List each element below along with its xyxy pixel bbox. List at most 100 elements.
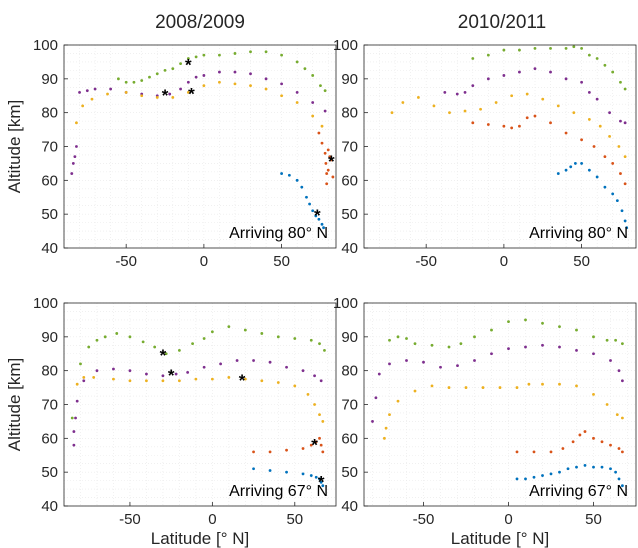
data-point-yellow	[390, 111, 394, 115]
data-point-purple	[93, 87, 97, 91]
data-point-blue	[295, 178, 299, 182]
data-point-yellow	[448, 111, 451, 115]
data-point-blue	[620, 209, 624, 213]
data-point-orange	[329, 158, 333, 162]
data-point-purple	[609, 359, 612, 362]
data-point-purple	[264, 77, 268, 81]
data-point-green	[318, 342, 321, 345]
data-point-blue	[583, 464, 587, 467]
data-point-green	[124, 80, 128, 84]
data-point-yellow	[194, 377, 198, 381]
data-point-purple	[319, 379, 323, 383]
data-point-orange	[326, 148, 330, 152]
data-point-purple	[374, 396, 378, 400]
data-point-green	[541, 321, 544, 325]
data-point-blue	[549, 472, 553, 476]
data-point-yellow	[276, 381, 280, 384]
data-point-yellow	[311, 114, 315, 118]
data-point-purple	[524, 345, 527, 349]
data-point-purple	[518, 70, 521, 74]
data-point-purple	[74, 416, 77, 420]
data-point-purple	[439, 365, 442, 369]
data-point-green	[621, 342, 624, 345]
data-point-yellow	[515, 386, 519, 389]
data-point-green	[163, 68, 167, 72]
data-point-green	[558, 325, 561, 329]
data-point-purple	[112, 367, 115, 371]
data-point-yellow	[75, 382, 79, 386]
data-point-green	[405, 337, 408, 340]
data-point-green	[619, 80, 622, 84]
data-point-orange	[619, 172, 622, 175]
data-point-green	[155, 72, 159, 76]
data-point-orange	[320, 141, 324, 145]
y-axis-label: Altitude [km]	[5, 100, 24, 194]
data-point-green	[295, 60, 299, 64]
data-point-orange	[486, 123, 490, 126]
data-point-green	[502, 48, 506, 52]
y-tick-label: 40	[341, 498, 358, 515]
data-point-purple	[280, 82, 283, 86]
data-point-purple	[174, 372, 178, 376]
data-point-green	[549, 46, 552, 50]
data-point-yellow	[128, 379, 132, 383]
data-point-yellow	[432, 104, 436, 108]
data-point-yellow	[92, 376, 96, 379]
data-point-blue	[625, 226, 629, 230]
data-point-green	[233, 52, 237, 55]
data-point-purple	[443, 90, 447, 94]
y-tick-label: 100	[33, 295, 58, 312]
data-point-green	[323, 89, 327, 93]
x-tick-label: 50	[273, 253, 290, 270]
data-point-yellow	[249, 84, 252, 87]
data-point-blue	[300, 185, 304, 189]
data-point-purple	[564, 77, 568, 81]
y-tick-label: 90	[341, 71, 358, 88]
data-point-purple	[471, 84, 475, 87]
data-point-orange	[301, 447, 305, 450]
data-point-orange	[617, 447, 621, 450]
data-point-purple	[109, 87, 113, 91]
y-tick-label: 90	[41, 329, 58, 346]
data-point-blue	[319, 480, 323, 484]
data-point-yellow	[510, 94, 514, 98]
data-point-blue	[308, 202, 311, 206]
data-point-purple	[617, 369, 621, 373]
data-point-yellow	[615, 413, 619, 417]
data-point-green	[148, 75, 151, 79]
data-point-orange	[549, 450, 553, 454]
y-tick-label: 100	[33, 37, 58, 54]
data-point-green	[115, 332, 119, 335]
data-point-green	[595, 57, 599, 60]
data-point-green	[592, 335, 595, 339]
y-tick-label: 50	[341, 206, 358, 223]
data-point-purple	[587, 90, 591, 94]
data-point-green	[611, 70, 615, 74]
data-point-orange	[328, 155, 332, 159]
data-point-yellow	[202, 84, 206, 87]
data-point-purple	[388, 362, 391, 366]
data-point-purple	[85, 89, 89, 93]
data-point-orange	[331, 175, 335, 179]
data-point-blue	[252, 467, 255, 471]
y-tick-label: 60	[41, 430, 58, 447]
data-point-orange	[525, 116, 529, 120]
asterisk-marker: *	[185, 56, 192, 75]
y-tick-label: 40	[41, 240, 58, 257]
y-tick-label: 40	[41, 498, 58, 515]
y-tick-label: 80	[41, 105, 58, 122]
data-point-green	[249, 50, 252, 54]
data-point-purple	[486, 77, 490, 81]
data-point-purple	[619, 119, 622, 123]
data-point-purple	[75, 145, 78, 148]
data-point-blue	[317, 217, 321, 221]
data-point-yellow	[124, 90, 128, 94]
data-point-orange	[325, 172, 329, 175]
data-point-orange	[324, 162, 328, 165]
asterisk-marker: *	[314, 206, 321, 225]
data-point-yellow	[75, 121, 78, 125]
y-tick-label: 100	[333, 37, 358, 54]
data-point-yellow	[82, 376, 86, 379]
